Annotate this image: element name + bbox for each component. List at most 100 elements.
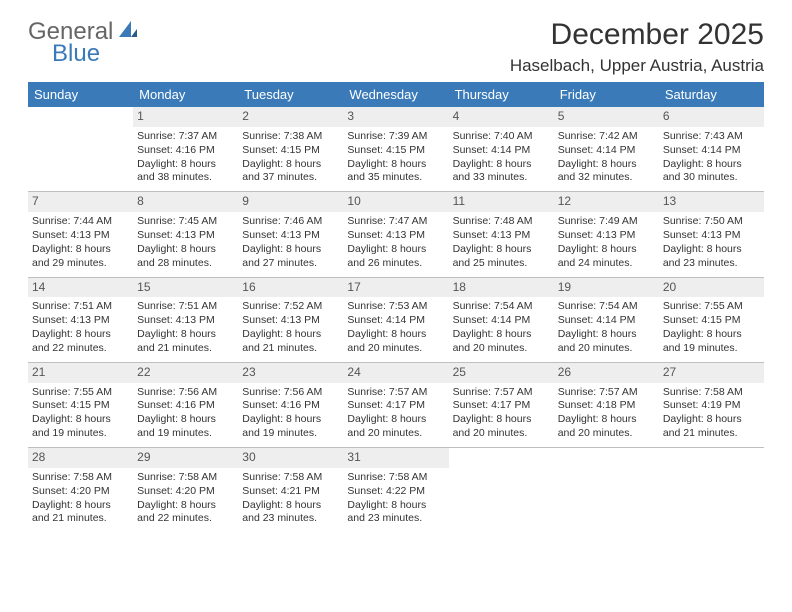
calendar-cell: 18Sunrise: 7:54 AMSunset: 4:14 PMDayligh… <box>449 277 554 362</box>
calendar-table: Sunday Monday Tuesday Wednesday Thursday… <box>28 82 764 532</box>
day-number: 7 <box>28 192 133 212</box>
sunset-line: Sunset: 4:13 PM <box>663 229 760 243</box>
sunrise-line: Sunrise: 7:57 AM <box>453 386 550 400</box>
day-number: 26 <box>554 363 659 383</box>
daylight-line-2: and 22 minutes. <box>137 512 234 526</box>
daylight-line-1: Daylight: 8 hours <box>137 243 234 257</box>
day-header: Saturday <box>659 82 764 107</box>
sunset-line: Sunset: 4:14 PM <box>453 144 550 158</box>
daylight-line-2: and 21 minutes. <box>242 342 339 356</box>
daylight-line-2: and 32 minutes. <box>558 171 655 185</box>
day-number: 14 <box>28 278 133 298</box>
calendar-week-row: 7Sunrise: 7:44 AMSunset: 4:13 PMDaylight… <box>28 192 764 277</box>
sunset-line: Sunset: 4:14 PM <box>663 144 760 158</box>
sunrise-line: Sunrise: 7:58 AM <box>347 471 444 485</box>
sunrise-line: Sunrise: 7:52 AM <box>242 300 339 314</box>
calendar-week-row: 28Sunrise: 7:58 AMSunset: 4:20 PMDayligh… <box>28 448 764 533</box>
daylight-line-1: Daylight: 8 hours <box>453 328 550 342</box>
sunrise-line: Sunrise: 7:56 AM <box>242 386 339 400</box>
daylight-line-1: Daylight: 8 hours <box>663 243 760 257</box>
calendar-cell: 11Sunrise: 7:48 AMSunset: 4:13 PMDayligh… <box>449 192 554 277</box>
daylight-line-1: Daylight: 8 hours <box>242 158 339 172</box>
daylight-line-2: and 22 minutes. <box>32 342 129 356</box>
calendar-cell: 17Sunrise: 7:53 AMSunset: 4:14 PMDayligh… <box>343 277 448 362</box>
month-title: December 2025 <box>510 18 764 52</box>
sunset-line: Sunset: 4:17 PM <box>347 399 444 413</box>
sunrise-line: Sunrise: 7:58 AM <box>242 471 339 485</box>
daylight-line-1: Daylight: 8 hours <box>558 328 655 342</box>
day-number: 17 <box>343 278 448 298</box>
sunrise-line: Sunrise: 7:48 AM <box>453 215 550 229</box>
daylight-line-1: Daylight: 8 hours <box>242 328 339 342</box>
page-header: General Blue December 2025 Haselbach, Up… <box>28 18 764 76</box>
calendar-cell: 25Sunrise: 7:57 AMSunset: 4:17 PMDayligh… <box>449 362 554 447</box>
sunrise-line: Sunrise: 7:54 AM <box>558 300 655 314</box>
calendar-cell: 31Sunrise: 7:58 AMSunset: 4:22 PMDayligh… <box>343 448 448 533</box>
day-number: 29 <box>133 448 238 468</box>
sunrise-line: Sunrise: 7:38 AM <box>242 130 339 144</box>
sunrise-line: Sunrise: 7:46 AM <box>242 215 339 229</box>
daylight-line-1: Daylight: 8 hours <box>32 243 129 257</box>
daylight-line-1: Daylight: 8 hours <box>663 328 760 342</box>
daylight-line-1: Daylight: 8 hours <box>32 499 129 513</box>
sunrise-line: Sunrise: 7:57 AM <box>558 386 655 400</box>
sunset-line: Sunset: 4:19 PM <box>663 399 760 413</box>
day-number: 13 <box>659 192 764 212</box>
calendar-cell: 27Sunrise: 7:58 AMSunset: 4:19 PMDayligh… <box>659 362 764 447</box>
daylight-line-1: Daylight: 8 hours <box>32 328 129 342</box>
sunrise-line: Sunrise: 7:43 AM <box>663 130 760 144</box>
day-number: 15 <box>133 278 238 298</box>
day-number: 4 <box>449 107 554 127</box>
sunset-line: Sunset: 4:15 PM <box>347 144 444 158</box>
daylight-line-2: and 19 minutes. <box>663 342 760 356</box>
sunrise-line: Sunrise: 7:58 AM <box>137 471 234 485</box>
sunrise-line: Sunrise: 7:53 AM <box>347 300 444 314</box>
sunset-line: Sunset: 4:15 PM <box>663 314 760 328</box>
day-number: 28 <box>28 448 133 468</box>
daylight-line-1: Daylight: 8 hours <box>242 499 339 513</box>
sunset-line: Sunset: 4:18 PM <box>558 399 655 413</box>
day-header: Wednesday <box>343 82 448 107</box>
sunset-line: Sunset: 4:15 PM <box>242 144 339 158</box>
sunrise-line: Sunrise: 7:37 AM <box>137 130 234 144</box>
calendar-body: 1Sunrise: 7:37 AMSunset: 4:16 PMDaylight… <box>28 107 764 532</box>
sunrise-line: Sunrise: 7:49 AM <box>558 215 655 229</box>
daylight-line-2: and 20 minutes. <box>453 342 550 356</box>
daylight-line-2: and 27 minutes. <box>242 257 339 271</box>
sunrise-line: Sunrise: 7:51 AM <box>32 300 129 314</box>
daylight-line-2: and 19 minutes. <box>242 427 339 441</box>
day-number: 8 <box>133 192 238 212</box>
calendar-cell: 9Sunrise: 7:46 AMSunset: 4:13 PMDaylight… <box>238 192 343 277</box>
calendar-cell: 2Sunrise: 7:38 AMSunset: 4:15 PMDaylight… <box>238 107 343 192</box>
calendar-cell: 8Sunrise: 7:45 AMSunset: 4:13 PMDaylight… <box>133 192 238 277</box>
sunrise-line: Sunrise: 7:58 AM <box>663 386 760 400</box>
day-number: 23 <box>238 363 343 383</box>
daylight-line-1: Daylight: 8 hours <box>453 243 550 257</box>
sunset-line: Sunset: 4:20 PM <box>32 485 129 499</box>
day-header: Friday <box>554 82 659 107</box>
sunset-line: Sunset: 4:16 PM <box>137 399 234 413</box>
calendar-cell: 13 Sunrise: 7:50 AMSunset: 4:13 PMDayligh… <box>659 192 764 277</box>
daylight-line-2: and 33 minutes. <box>453 171 550 185</box>
daylight-line-2: and 38 minutes. <box>137 171 234 185</box>
calendar-cell: 21Sunrise: 7:55 AMSunset: 4:15 PMDayligh… <box>28 362 133 447</box>
calendar-cell: 15Sunrise: 7:51 AMSunset: 4:13 PMDayligh… <box>133 277 238 362</box>
daylight-line-1: Daylight: 8 hours <box>558 158 655 172</box>
sunset-line: Sunset: 4:14 PM <box>558 314 655 328</box>
daylight-line-2: and 21 minutes. <box>32 512 129 526</box>
daylight-line-2: and 23 minutes. <box>347 512 444 526</box>
daylight-line-2: and 28 minutes. <box>137 257 234 271</box>
sunset-line: Sunset: 4:16 PM <box>242 399 339 413</box>
daylight-line-1: Daylight: 8 hours <box>453 413 550 427</box>
sunrise-line: Sunrise: 7:50 AM <box>663 215 760 229</box>
daylight-line-2: and 25 minutes. <box>453 257 550 271</box>
sunrise-line: Sunrise: 7:40 AM <box>453 130 550 144</box>
daylight-line-1: Daylight: 8 hours <box>558 413 655 427</box>
day-number: 6 <box>659 107 764 127</box>
daylight-line-1: Daylight: 8 hours <box>558 243 655 257</box>
logo: General Blue <box>28 18 139 68</box>
day-number: 18 <box>449 278 554 298</box>
calendar-cell <box>28 107 133 192</box>
sunset-line: Sunset: 4:13 PM <box>453 229 550 243</box>
sunrise-line: Sunrise: 7:45 AM <box>137 215 234 229</box>
